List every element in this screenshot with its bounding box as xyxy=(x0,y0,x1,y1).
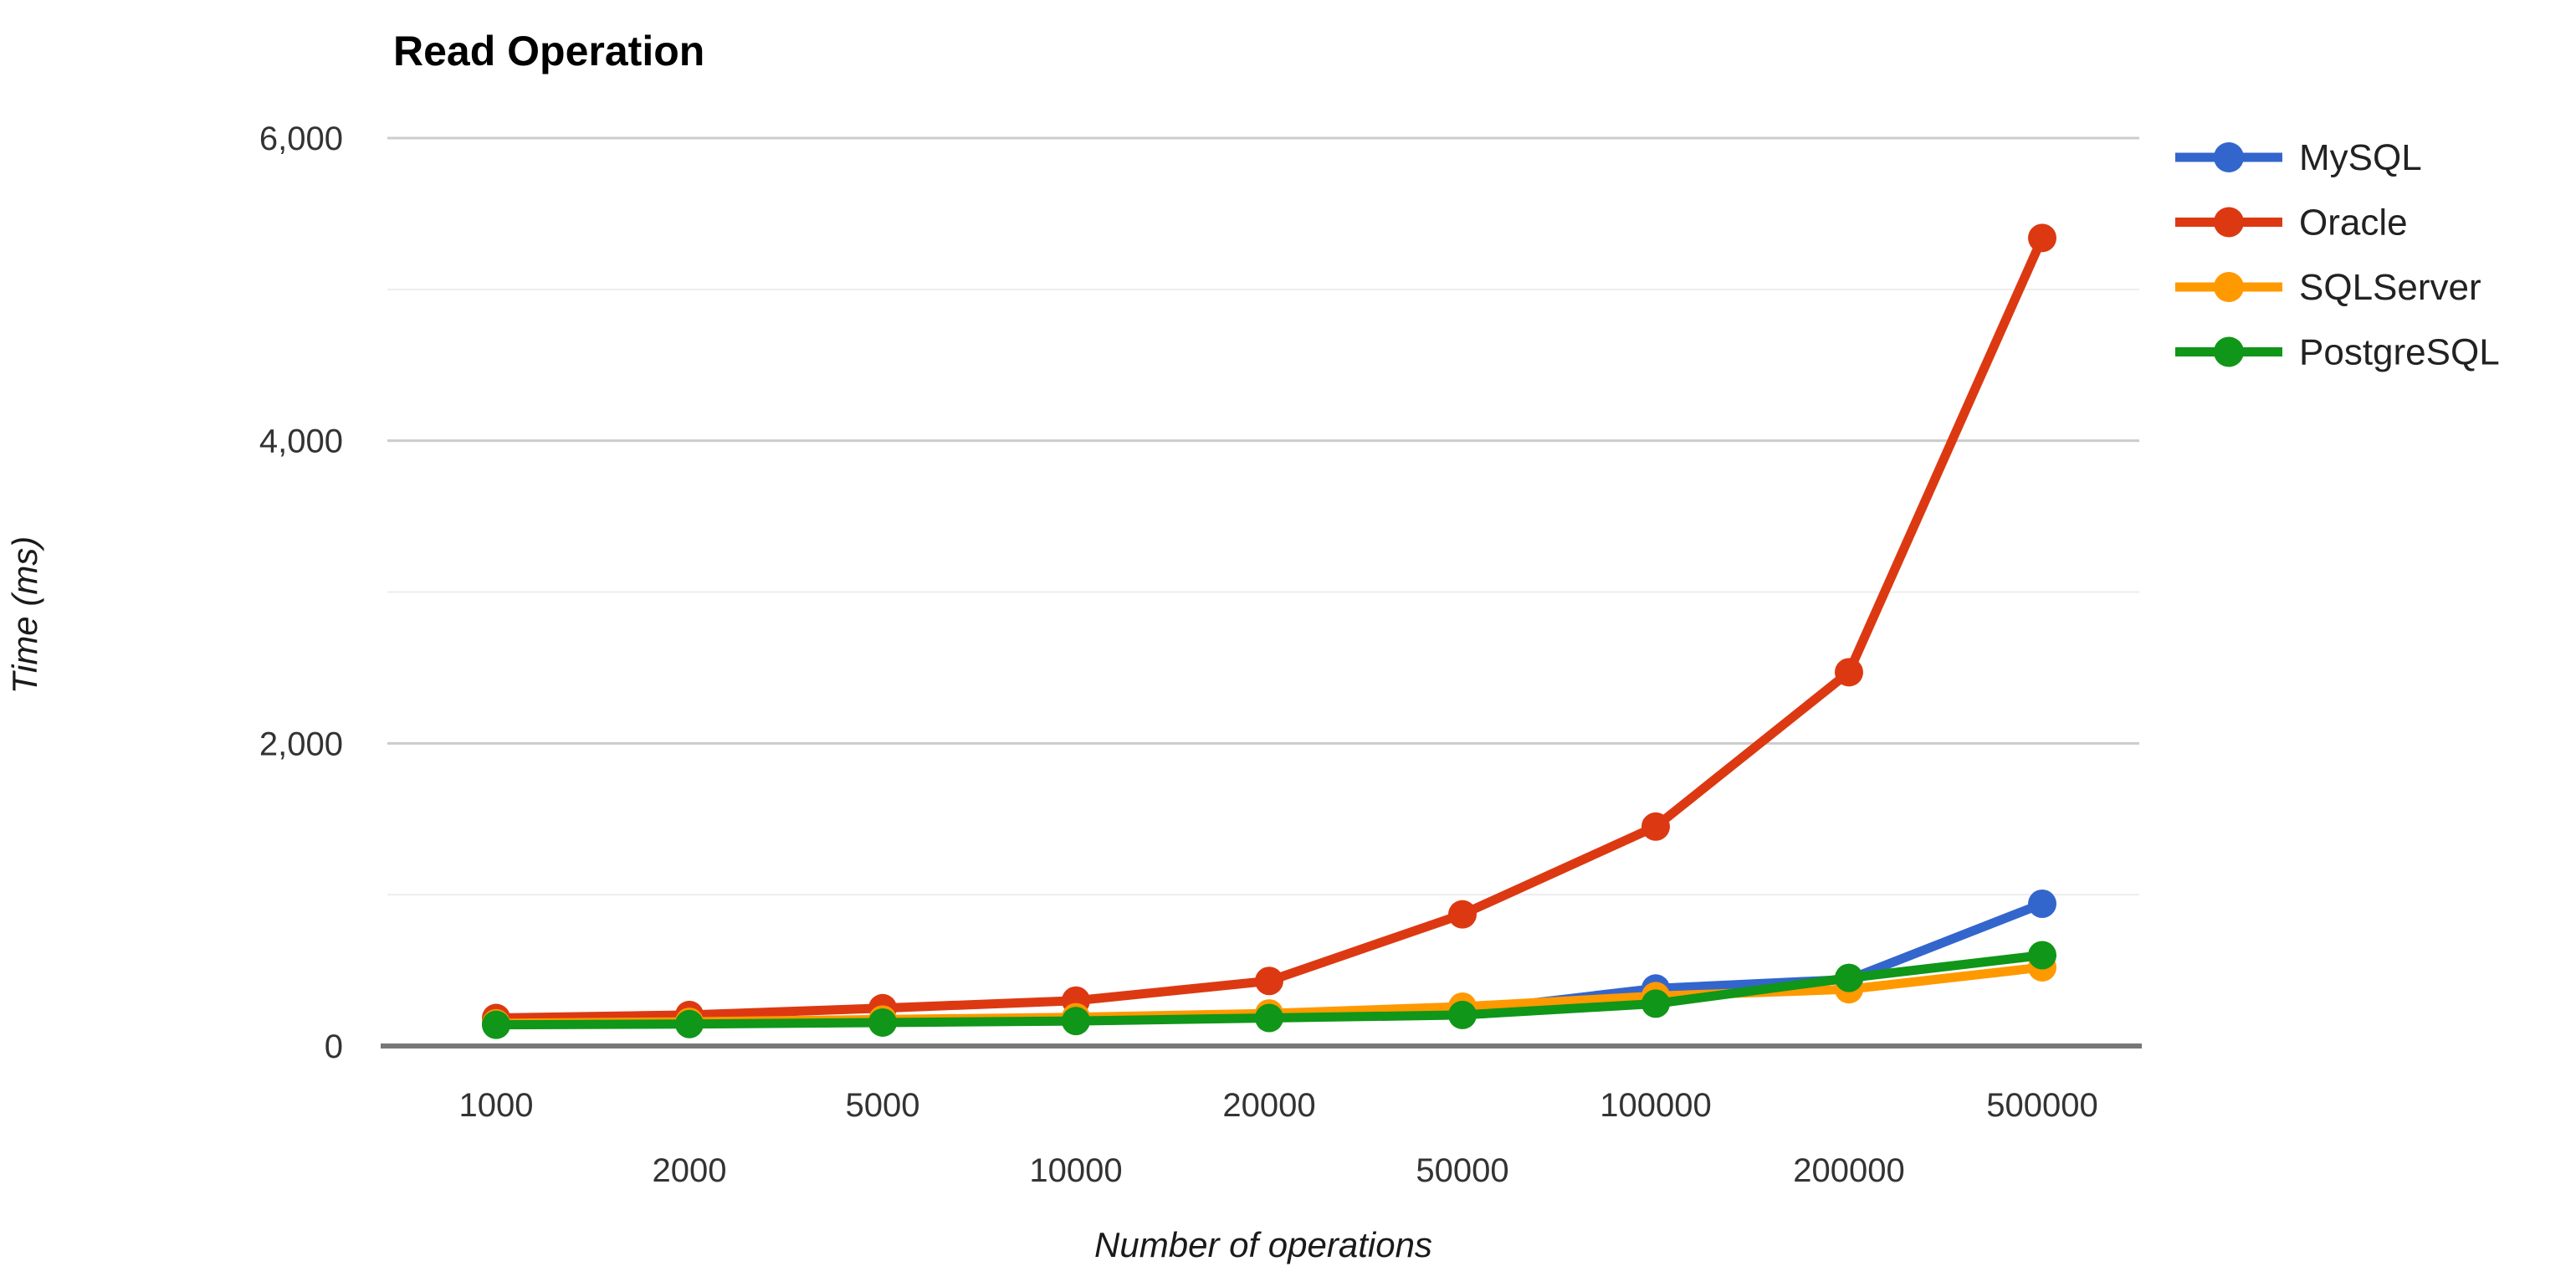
series-line-oracle xyxy=(491,233,2047,1023)
x-tick-label: 50000 xyxy=(1416,1152,1508,1189)
legend-label: SQLServer xyxy=(2299,267,2481,308)
y-axis-title: Time (ms) xyxy=(5,536,44,695)
legend-label: Oracle xyxy=(2299,203,2408,244)
x-axis-title: Number of operations xyxy=(1094,1225,1432,1264)
chart-title: Read Operation xyxy=(393,28,704,74)
major-gridlines xyxy=(387,136,2139,745)
data-point-postgresql xyxy=(1448,1000,1477,1029)
data-point-oracle xyxy=(1448,900,1477,929)
x-tick-label: 20000 xyxy=(1222,1087,1315,1124)
x-tick-label: 1000 xyxy=(459,1087,534,1124)
data-point-postgresql xyxy=(868,1008,897,1037)
legend-marker-dot xyxy=(2214,142,2244,172)
y-tick-label: 4,000 xyxy=(259,423,343,460)
legend-marker-dot xyxy=(2214,207,2244,238)
x-tick-label: 2000 xyxy=(653,1152,727,1189)
y-tick-labels: 0 2,000 4,000 6,000 xyxy=(259,120,343,1065)
data-point-oracle xyxy=(1641,812,1670,841)
legend-label: PostgreSQL xyxy=(2299,332,2500,373)
y-tick-label: 0 xyxy=(325,1028,343,1065)
data-point-postgresql xyxy=(1641,989,1670,1018)
data-point-mysql xyxy=(2028,890,2056,919)
legend: MySQL Oracle SQLServer PostgreSQL xyxy=(2175,137,2500,373)
data-point-postgresql xyxy=(675,1009,704,1038)
legend-label: MySQL xyxy=(2299,137,2422,178)
minor-gridlines xyxy=(387,288,2139,896)
x-tick-label: 200000 xyxy=(1793,1152,1904,1189)
data-point-oracle xyxy=(1255,967,1283,996)
legend-item-sqlserver: SQLServer xyxy=(2175,267,2481,308)
data-point-postgresql xyxy=(1062,1007,1090,1036)
legend-marker-dot xyxy=(2214,272,2244,302)
series-lines xyxy=(482,223,2056,1039)
x-tick-label: 10000 xyxy=(1029,1152,1122,1189)
x-tick-label: 100000 xyxy=(1600,1087,1711,1124)
data-point-postgresql xyxy=(482,1010,510,1039)
y-tick-label: 6,000 xyxy=(259,120,343,157)
y-tick-label: 2,000 xyxy=(259,726,343,762)
legend-item-postgresql: PostgreSQL xyxy=(2175,332,2500,373)
x-tick-label: 5000 xyxy=(846,1087,920,1124)
data-point-oracle xyxy=(1835,658,1863,687)
data-point-postgresql xyxy=(2028,941,2056,970)
data-point-oracle xyxy=(2028,223,2056,253)
data-point-postgresql xyxy=(1835,963,1863,992)
legend-item-oracle: Oracle xyxy=(2175,203,2408,244)
legend-marker-dot xyxy=(2214,336,2244,367)
data-point-postgresql xyxy=(1255,1003,1283,1033)
legend-item-mysql: MySQL xyxy=(2175,137,2422,178)
x-tick-labels: 1000 2000 5000 10000 20000 50000 100000 200000 5… xyxy=(459,1087,2098,1189)
x-tick-label: 500000 xyxy=(1986,1087,2097,1124)
